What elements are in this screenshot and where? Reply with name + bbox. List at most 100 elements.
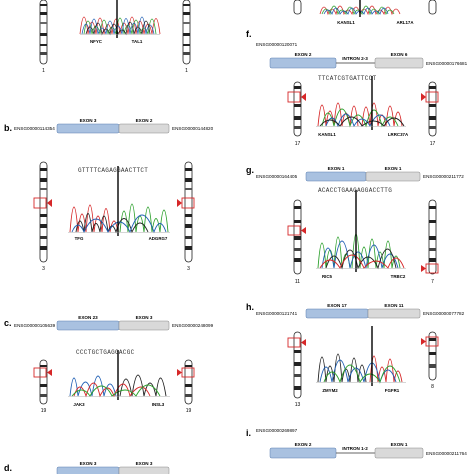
panel-e: KANSL1 ARL17A (293, 0, 437, 25)
panel-d-letter: d. (4, 463, 12, 473)
panel-f-exon-left-label: EXON 2 (295, 52, 312, 57)
panel-a: 1 NFYC TAL1 1 (39, 0, 191, 74)
panel-b-chr-left: 3 (42, 266, 45, 272)
panel-g-exon-left-label: EXON 1 (328, 166, 345, 171)
chromosome-11-left: 11 (287, 199, 306, 285)
panel-i-exon-left-label: EXON 2 (295, 442, 312, 447)
panel-h: h. ENSG00000121741 EXON 17 EXON 11 ENSG0… (246, 302, 465, 408)
panel-b-exon-left-label: EXON 3 (80, 118, 97, 123)
panel-a-chr-right: 1 (185, 68, 188, 74)
panel-i: i. ENSG00000269897 EXON 2 INTRON 1-2 EXO… (246, 428, 467, 459)
panel-i-ens-right: ENSG00000211764 (426, 451, 467, 456)
panel-g-gene-right: TRBC2 (391, 274, 406, 279)
panel-i-letter: i. (246, 428, 251, 438)
panel-g-ens-right: ENSG00000211772 (423, 174, 464, 179)
panel-c: c. ENSG00000105639 EXON 23 EXON 3 ENSG00… (4, 315, 214, 414)
panel-b-letter: b. (4, 123, 12, 133)
panel-c-exon-left-label: EXON 23 (78, 315, 98, 320)
panel-b-gene-left: TFG (75, 236, 84, 241)
panel-b-exon-right-bar (118, 123, 170, 134)
panel-f-letter: f. (246, 29, 252, 39)
chromosome-3-left: 3 (33, 161, 52, 272)
chromosome-19-left: 19 (33, 359, 52, 414)
panel-g-sequence: ACACCTGAAGAGGACCTTG (318, 187, 392, 194)
panel-e-gene-right: ARL17A (396, 20, 414, 25)
panel-g-exon-right-bar (365, 171, 421, 182)
panel-i-exon-right-bar (374, 447, 424, 459)
panel-g-chr-left: 11 (295, 279, 300, 285)
panel-g: g. ENSG00000164405 EXON 1 EXON 1 ENSG000… (246, 165, 464, 285)
panel-f: f. ENSG00000120071 EXON 2 INTRON 2-3 EXO… (246, 29, 468, 147)
panel-h-exon-left-bar (305, 308, 369, 319)
chromatogram-a (79, 0, 161, 38)
panel-b-sequence: GTTTTCAGAGGAACTTCT (78, 167, 148, 174)
panel-b-exon-right-label: EXON 2 (136, 118, 153, 123)
panel-a-gene-right: TAL1 (132, 39, 143, 44)
panel-f-exon-right-label: EXON 6 (391, 52, 408, 57)
chromosome-7-right: 7 (421, 199, 439, 285)
panel-c-sequence: CCCTGCTGAGGACGC (76, 349, 135, 356)
panel-g-letter: g. (246, 165, 254, 175)
panel-h-exon-right-bar (367, 308, 421, 319)
chromosome-17-right: 17 (421, 81, 439, 147)
panel-c-gene-right: INSL3 (152, 402, 165, 407)
chromosome-17-left: 17 (287, 81, 306, 147)
panel-h-letter: h. (246, 302, 254, 312)
panel-f-sequence: TTCATCGTGATTCCT (318, 75, 377, 82)
panel-i-exon-left-bar (269, 447, 337, 459)
chromosome-1-left: 1 (39, 0, 48, 74)
panel-g-exon-left-bar (305, 171, 367, 182)
panel-d-exon-left-label: EXON 3 (80, 461, 97, 466)
panel-c-exon-right-label: EXON 3 (136, 315, 153, 320)
panel-b-ens-right: ENSG00000144820 (172, 126, 214, 131)
panel-c-exon-right-bar (118, 320, 170, 331)
panel-c-letter: c. (4, 318, 12, 328)
panel-a-gene-left: NFYC (90, 39, 103, 44)
panel-c-exon-left-bar (56, 320, 120, 331)
panel-c-chr-right: 19 (186, 408, 192, 414)
panel-g-exon-right-label: EXON 1 (385, 166, 402, 171)
panel-h-chr-right: 8 (431, 384, 434, 390)
panel-h-gene-right: FGFR1 (385, 388, 400, 393)
panel-d-exon-right-label: EXON 3 (136, 461, 153, 466)
panel-h-ens-left: ENSG00000121741 (256, 311, 298, 316)
chromosome-19-right: 19 (177, 359, 195, 414)
panel-d: d. EXON 3 EXON 3 (4, 461, 170, 474)
panel-f-exon-right-bar (374, 57, 424, 69)
panel-b-exon-left-bar (56, 123, 120, 134)
panel-d-exon-left-bar (56, 466, 120, 474)
panel-i-exon-right-label: EXON 1 (391, 442, 408, 447)
chromatogram-e (319, 0, 401, 17)
panel-f-intron-label: INTRON 2-3 (342, 56, 368, 61)
panel-c-ens-left: ENSG00000105639 (14, 323, 56, 328)
chromosome-13-left: 13 (287, 331, 306, 408)
panel-f-ens-top: ENSG00000120071 (256, 42, 298, 47)
chromosome-8-right: 8 (421, 331, 439, 390)
panel-b-ens-left: ENSG00000114354 (14, 126, 55, 131)
panel-b-gene-right: ADGRG7 (149, 236, 168, 241)
panel-a-chr-left: 1 (42, 68, 45, 74)
panel-g-chr-right: 7 (431, 279, 434, 285)
panel-i-ens-top: ENSG00000269897 (256, 428, 298, 433)
panel-h-gene-left: ZMYM2 (322, 388, 338, 393)
chromatogram-b (68, 166, 170, 236)
chromosome-1-right: 1 (182, 0, 191, 74)
panel-h-ens-right: ENSG00000077782 (423, 311, 465, 316)
chromosome-3-right: 3 (177, 161, 195, 272)
panel-c-gene-left: JAK3 (73, 402, 85, 407)
panel-c-chr-left: 19 (41, 408, 47, 414)
panel-f-chr-right: 17 (430, 141, 436, 147)
panel-g-ens-left: ENSG00000164405 (256, 174, 298, 179)
panel-h-exon-left-label: EXON 17 (327, 303, 347, 308)
panel-f-gene-left: KANSL1 (318, 132, 336, 137)
panel-f-gene-right: LRRC37A (388, 132, 409, 137)
panel-b: b. ENSG00000114354 EXON 3 EXON 2 ENSG000… (4, 118, 214, 272)
chromatogram-f (316, 76, 406, 130)
panel-h-exon-right-label: EXON 11 (384, 303, 404, 308)
panel-i-intron-label: INTRON 1-2 (342, 446, 368, 451)
panel-b-chr-right: 3 (187, 266, 190, 272)
panel-f-exon-left-bar (269, 57, 337, 69)
panel-f-chr-left: 17 (295, 141, 301, 147)
chromatogram-h (316, 326, 406, 386)
